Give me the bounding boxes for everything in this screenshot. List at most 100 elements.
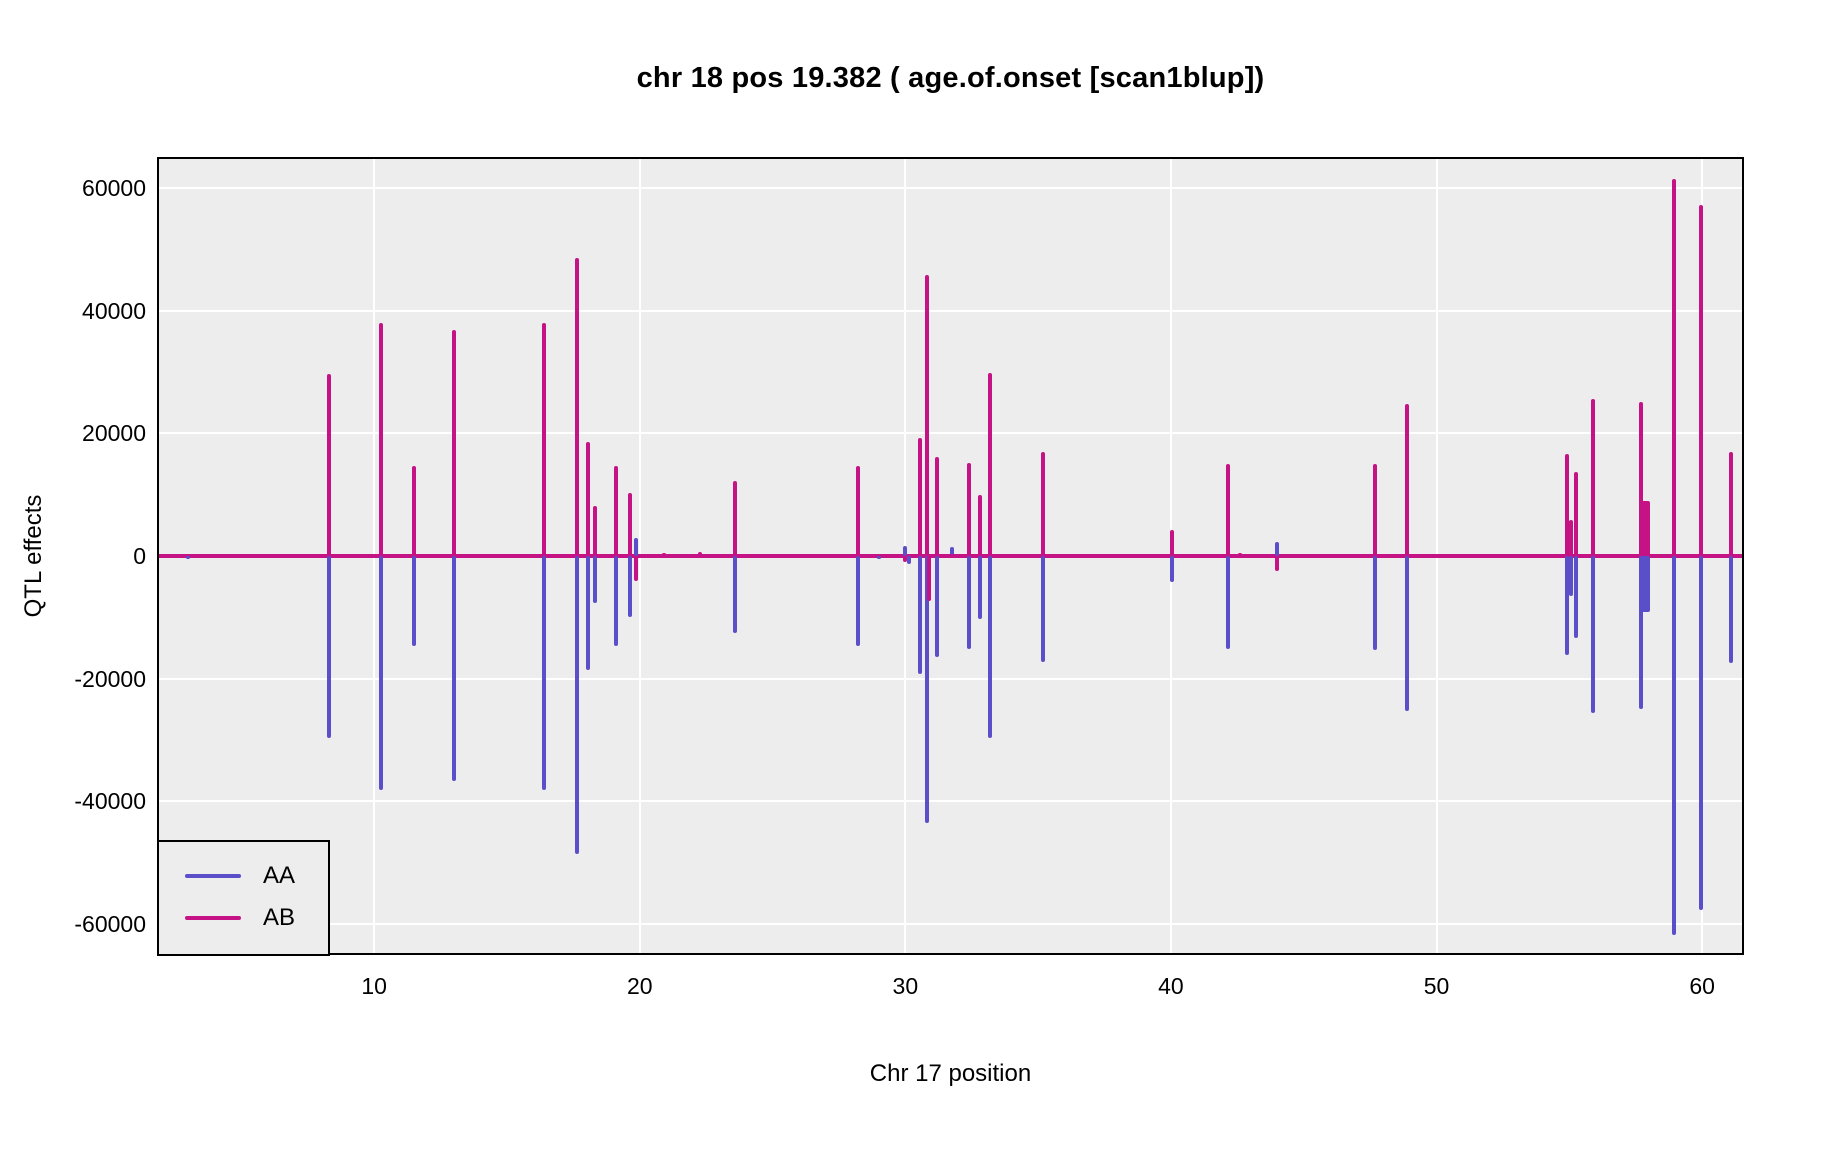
qtl-spike-aa xyxy=(186,556,191,559)
qtl-spike-ab xyxy=(927,556,932,601)
qtl-spike-ab xyxy=(633,556,638,582)
y-gridline xyxy=(159,186,1742,189)
y-tick-label: 40000 xyxy=(82,297,146,324)
qtl-spike-ab xyxy=(967,463,972,556)
qtl-spike-aa xyxy=(1170,556,1175,583)
plot-area xyxy=(157,157,1744,955)
qtl-spike-aa xyxy=(411,556,416,646)
qtl-spike-ab xyxy=(628,493,633,556)
qtl-spike-ab xyxy=(1672,178,1677,556)
y-gridline xyxy=(159,923,1742,926)
x-axis-title: Chr 17 position xyxy=(869,1060,1032,1087)
qtl-spike-aa xyxy=(1639,556,1644,709)
qtl-spike-aa xyxy=(613,556,618,647)
qtl-spike-ab xyxy=(1573,471,1578,556)
qtl-spike-aa xyxy=(1405,556,1410,711)
y-gridline xyxy=(159,800,1742,803)
qtl-spike-aa xyxy=(1564,556,1569,655)
y-tick-label: 60000 xyxy=(82,174,146,201)
qtl-spike-aa xyxy=(378,556,383,791)
qtl-spike-aa xyxy=(592,556,597,603)
qtl-spike-aa xyxy=(967,556,972,650)
y-tick-label: -20000 xyxy=(74,665,146,692)
legend: AA AB xyxy=(157,840,330,956)
qtl-spike-aa xyxy=(1226,556,1231,650)
qtl-spike-aa xyxy=(585,556,590,671)
qtl-spike-ab xyxy=(1591,398,1596,556)
qtl-spike-aa xyxy=(1640,556,1650,612)
qtl-spike-ab xyxy=(1729,452,1734,556)
x-tick-label: 40 xyxy=(1158,973,1184,999)
qtl-spike-aa xyxy=(575,556,580,855)
qtl-spike-aa xyxy=(1591,556,1596,714)
qtl-spike-ab xyxy=(1238,552,1242,556)
qtl-spike-aa xyxy=(876,556,881,560)
x-tick-label: 20 xyxy=(626,973,653,999)
qtl-spike-ab xyxy=(733,480,738,556)
legend-label-ab: AB xyxy=(263,904,296,931)
qtl-spike-ab xyxy=(1275,556,1280,571)
qtl-spike-ab xyxy=(661,552,666,556)
qtl-spike-ab xyxy=(326,373,331,556)
qtl-spike-ab xyxy=(917,437,922,556)
y-tick-label: 20000 xyxy=(82,420,146,447)
x-tick-label: 60 xyxy=(1689,973,1715,999)
qtl-spike-aa xyxy=(1729,556,1734,663)
qtl-spike-ab xyxy=(1640,500,1650,556)
qtl-spike-aa xyxy=(1698,556,1703,911)
qtl-spike-ab xyxy=(855,466,860,556)
legend-label-aa: AA xyxy=(263,862,296,889)
qtl-spike-ab xyxy=(1405,403,1410,556)
qtl-spike-aa xyxy=(949,546,954,556)
qtl-spike-aa xyxy=(1041,556,1046,663)
qtl-spike-ab xyxy=(1639,401,1644,556)
x-tick-label: 10 xyxy=(361,973,387,999)
qtl-spike-ab xyxy=(1564,454,1569,556)
qtl-spike-ab xyxy=(592,506,597,556)
qtl-spike-aa xyxy=(1568,556,1573,596)
qtl-spike-ab xyxy=(1226,463,1231,556)
qtl-spike-aa xyxy=(855,556,860,646)
qtl-spike-ab xyxy=(1698,205,1703,556)
y-tick-label: -40000 xyxy=(74,788,146,815)
qtl-spike-ab xyxy=(935,457,940,556)
qtl-spike-aa xyxy=(733,556,738,633)
qtl-spike-aa xyxy=(633,538,638,556)
qtl-spike-aa xyxy=(917,556,922,674)
qtl-spike-ab xyxy=(977,494,982,556)
qtl-spike-aa xyxy=(977,556,982,620)
y-axis-title: QTL effects xyxy=(20,494,47,618)
qtl-spike-ab xyxy=(451,330,456,556)
qtl-spike-ab xyxy=(1373,463,1378,556)
y-gridline xyxy=(159,432,1742,435)
qtl-spike-aa xyxy=(451,556,456,781)
qtl-spike-aa xyxy=(935,556,940,657)
qtl-spike-aa xyxy=(326,556,331,739)
qtl-spike-ab xyxy=(949,553,954,557)
qtl-spike-ab xyxy=(1170,530,1175,556)
qtl-spike-ab xyxy=(988,373,993,556)
y-gridline xyxy=(159,309,1742,312)
y-gridline xyxy=(159,677,1742,680)
qtl-spike-aa xyxy=(903,546,908,556)
qtl-spike-aa xyxy=(924,556,929,823)
plot-inner xyxy=(159,159,1742,953)
qtl-spike-ab xyxy=(585,441,590,556)
qtl-spike-aa xyxy=(628,556,633,617)
legend-line-ab-swatch xyxy=(185,916,241,920)
legend-item-ab: AB xyxy=(159,898,328,938)
qtl-spike-ab xyxy=(613,466,618,556)
qtl-spike-aa xyxy=(1672,556,1677,936)
qtl-spike-aa xyxy=(988,556,993,739)
y-tick-label: -60000 xyxy=(74,911,146,938)
qtl-spike-ab xyxy=(575,258,580,556)
x-tick-label: 30 xyxy=(892,973,919,999)
qtl-spike-ab xyxy=(903,556,908,562)
qtl-spike-ab xyxy=(924,274,929,556)
qtl-spike-ab xyxy=(697,552,702,556)
legend-item-aa: AA xyxy=(159,856,328,896)
qtl-spike-ab xyxy=(1041,452,1046,556)
x-tick-label: 50 xyxy=(1423,973,1450,999)
legend-line-aa-swatch xyxy=(185,874,241,878)
